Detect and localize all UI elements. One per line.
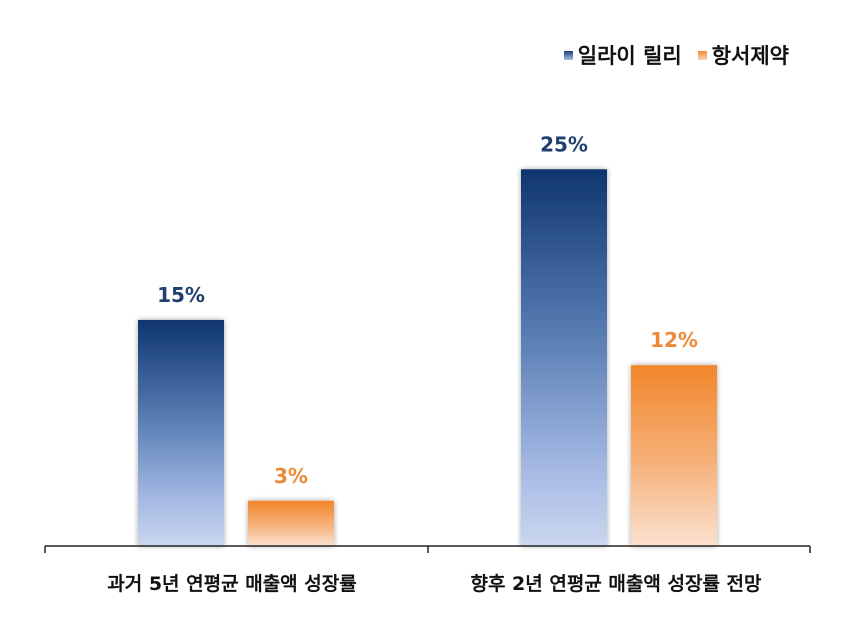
legend-label-hengrui: 항서제약 — [711, 44, 789, 68]
legend-item-lilly: 일라이 릴리 — [563, 40, 682, 70]
legend-label-lilly: 일라이 릴리 — [577, 44, 682, 68]
legend-item-hengrui: 항서제약 — [697, 40, 789, 70]
bar-hengrui-0 — [248, 500, 334, 546]
bar-lilly-0 — [138, 319, 224, 546]
category-label: 과거 5년 연평균 매출액 성장률 — [107, 573, 356, 595]
bar-lilly-1 — [521, 169, 607, 546]
legend-swatch-lilly — [563, 50, 573, 60]
legend: 일라이 릴리 항서제약 — [548, 40, 789, 70]
data-label: 12% — [650, 328, 698, 352]
legend-swatch-hengrui — [697, 50, 707, 60]
data-label: 3% — [274, 464, 308, 488]
data-label: 25% — [540, 132, 588, 156]
category-label: 향후 2년 연평균 매출액 성장률 전망 — [470, 573, 762, 595]
bar-hengrui-1 — [631, 365, 717, 546]
data-label: 15% — [157, 283, 205, 307]
